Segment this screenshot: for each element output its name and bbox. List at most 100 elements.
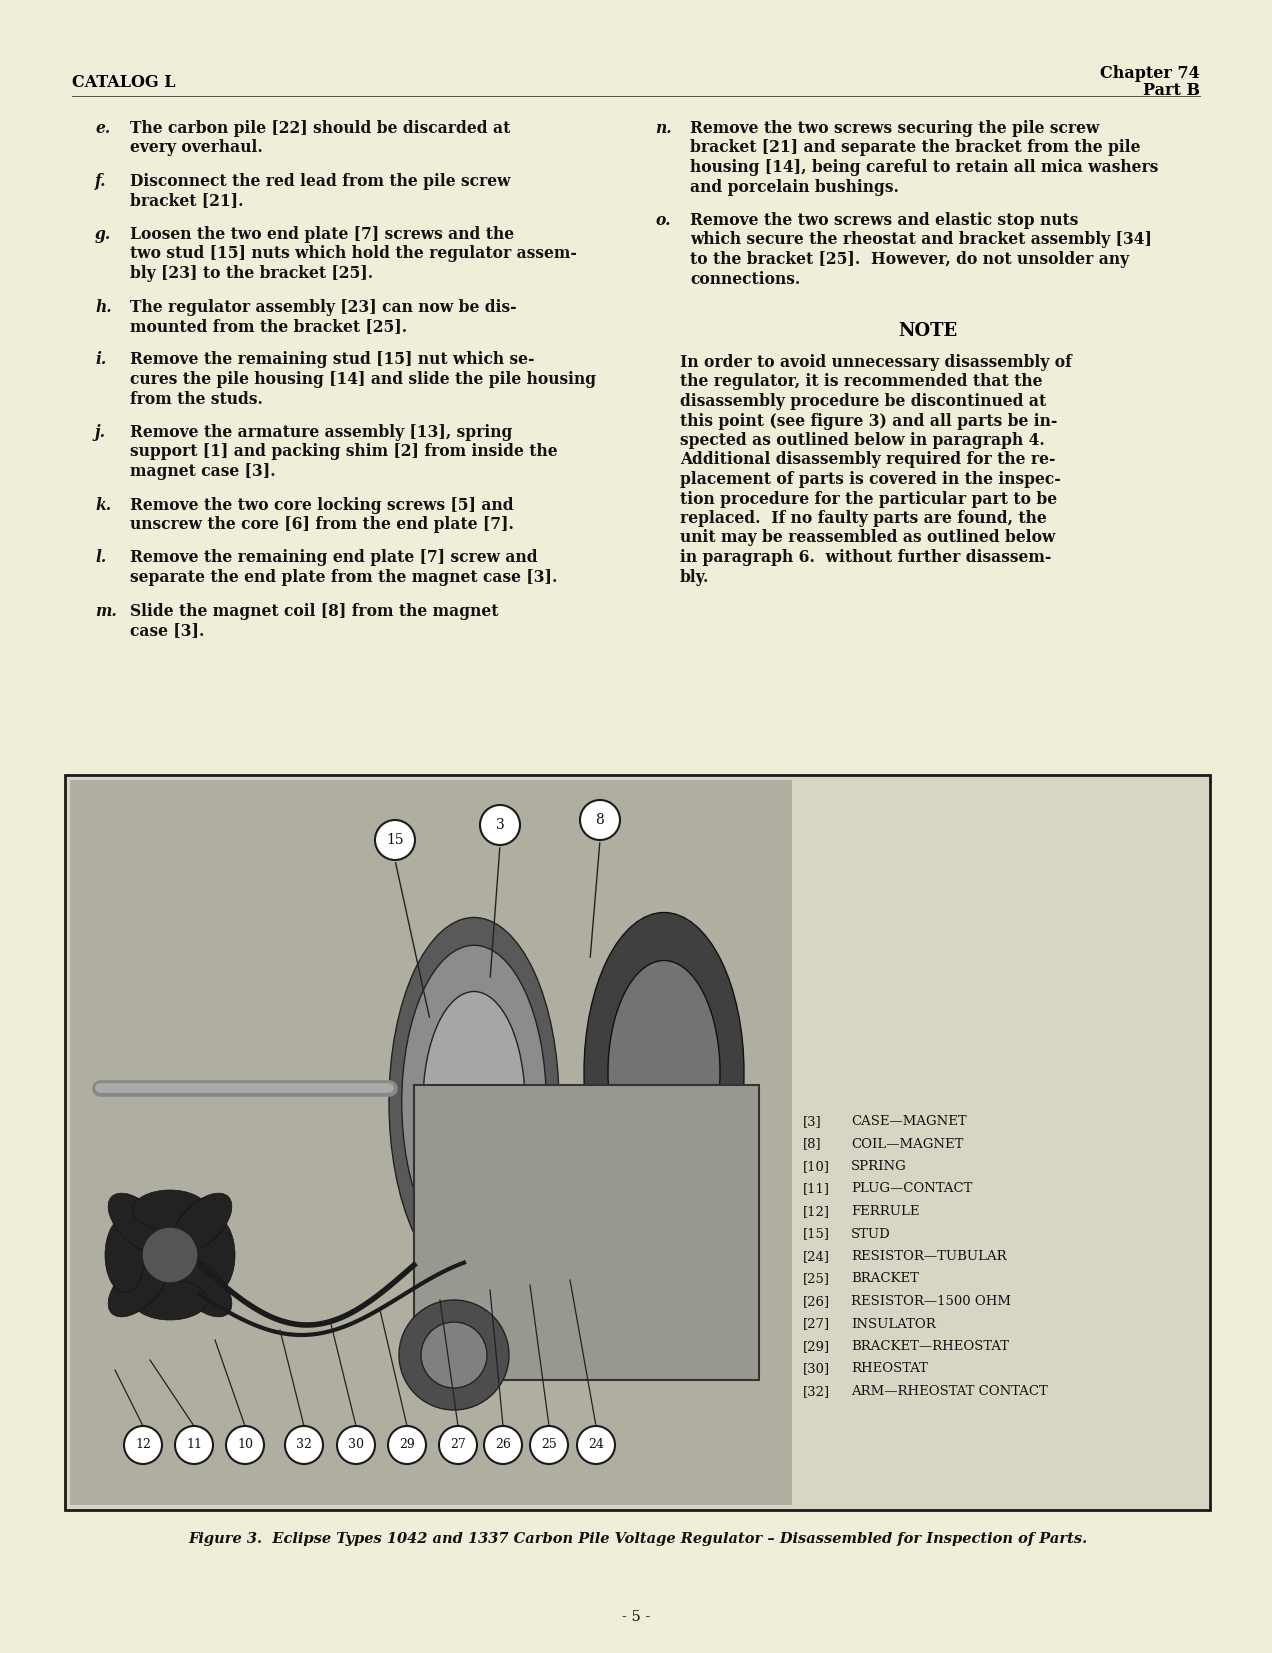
Text: ARM—RHEOSTAT CONTACT: ARM—RHEOSTAT CONTACT bbox=[851, 1385, 1048, 1398]
Text: 11: 11 bbox=[186, 1438, 202, 1451]
Ellipse shape bbox=[132, 1190, 207, 1230]
Text: housing [14], being careful to retain all mica washers: housing [14], being careful to retain al… bbox=[689, 159, 1159, 175]
Circle shape bbox=[580, 800, 619, 840]
Text: tion procedure for the particular part to be: tion procedure for the particular part t… bbox=[681, 491, 1057, 507]
Circle shape bbox=[337, 1427, 375, 1465]
Text: case [3].: case [3]. bbox=[130, 622, 205, 640]
Text: bly [23] to the bracket [25].: bly [23] to the bracket [25]. bbox=[130, 264, 373, 283]
Text: [11]: [11] bbox=[803, 1182, 831, 1195]
Text: [32]: [32] bbox=[803, 1385, 831, 1398]
Ellipse shape bbox=[108, 1256, 168, 1317]
Text: Remove the two core locking screws [5] and: Remove the two core locking screws [5] a… bbox=[130, 496, 514, 514]
Text: Remove the remaining end plate [7] screw and: Remove the remaining end plate [7] screw… bbox=[130, 549, 538, 567]
Circle shape bbox=[480, 805, 520, 845]
Text: every overhaul.: every overhaul. bbox=[130, 139, 263, 157]
Ellipse shape bbox=[402, 946, 546, 1260]
Text: i.: i. bbox=[95, 352, 107, 369]
Text: SPRING: SPRING bbox=[851, 1160, 907, 1174]
Text: 25: 25 bbox=[541, 1438, 557, 1451]
Text: CATALOG L: CATALOG L bbox=[73, 74, 176, 91]
Text: NOTE: NOTE bbox=[898, 322, 957, 341]
Text: - 5 -: - 5 - bbox=[622, 1610, 650, 1623]
Ellipse shape bbox=[584, 912, 744, 1233]
Text: l.: l. bbox=[95, 549, 107, 567]
Text: k.: k. bbox=[95, 496, 111, 514]
Text: n.: n. bbox=[655, 121, 672, 137]
Text: disassembly procedure be discontinued at: disassembly procedure be discontinued at bbox=[681, 393, 1047, 410]
Text: Remove the two screws securing the pile screw: Remove the two screws securing the pile … bbox=[689, 121, 1099, 137]
Text: In order to avoid unnecessary disassembly of: In order to avoid unnecessary disassembl… bbox=[681, 354, 1072, 370]
Text: Additional disassembly required for the re-: Additional disassembly required for the … bbox=[681, 451, 1056, 468]
Text: Figure 3.  Eclipse Types 1042 and 1337 Carbon Pile Voltage Regulator – Disassemb: Figure 3. Eclipse Types 1042 and 1337 Ca… bbox=[188, 1532, 1088, 1546]
Text: RESISTOR—TUBULAR: RESISTOR—TUBULAR bbox=[851, 1250, 1006, 1263]
Text: spected as outlined below in paragraph 4.: spected as outlined below in paragraph 4… bbox=[681, 431, 1044, 450]
Text: unit may be reassembled as outlined below: unit may be reassembled as outlined belo… bbox=[681, 529, 1056, 547]
Text: this point (see figure 3) and all parts be in-: this point (see figure 3) and all parts … bbox=[681, 413, 1057, 430]
Text: j.: j. bbox=[95, 425, 106, 441]
Text: Remove the armature assembly [13], spring: Remove the armature assembly [13], sprin… bbox=[130, 425, 513, 441]
Ellipse shape bbox=[172, 1256, 232, 1317]
Text: unscrew the core [6] from the end plate [7].: unscrew the core [6] from the end plate … bbox=[130, 516, 514, 532]
Text: The regulator assembly [23] can now be dis-: The regulator assembly [23] can now be d… bbox=[130, 299, 516, 316]
Text: Chapter 74: Chapter 74 bbox=[1100, 64, 1199, 83]
Text: 27: 27 bbox=[450, 1438, 466, 1451]
Text: [8]: [8] bbox=[803, 1137, 822, 1150]
Text: Remove the two screws and elastic stop nuts: Remove the two screws and elastic stop n… bbox=[689, 212, 1079, 230]
Bar bbox=[413, 1084, 759, 1380]
Text: Disconnect the red lead from the pile screw: Disconnect the red lead from the pile sc… bbox=[130, 174, 510, 190]
Text: BRACKET—RHEOSTAT: BRACKET—RHEOSTAT bbox=[851, 1341, 1009, 1354]
Text: magnet case [3].: magnet case [3]. bbox=[130, 463, 276, 479]
Text: RHEOSTAT: RHEOSTAT bbox=[851, 1362, 927, 1375]
Text: [3]: [3] bbox=[803, 1116, 822, 1127]
Circle shape bbox=[285, 1427, 323, 1465]
Text: [30]: [30] bbox=[803, 1362, 831, 1375]
Text: INSULATOR: INSULATOR bbox=[851, 1317, 936, 1331]
Circle shape bbox=[176, 1427, 212, 1465]
Circle shape bbox=[226, 1427, 265, 1465]
Text: two stud [15] nuts which hold the regulator assem-: two stud [15] nuts which hold the regula… bbox=[130, 246, 577, 263]
Circle shape bbox=[123, 1427, 162, 1465]
Text: placement of parts is covered in the inspec-: placement of parts is covered in the ins… bbox=[681, 471, 1061, 488]
Text: bly.: bly. bbox=[681, 569, 710, 585]
Text: Part B: Part B bbox=[1144, 83, 1199, 99]
Text: support [1] and packing shim [2] from inside the: support [1] and packing shim [2] from in… bbox=[130, 443, 557, 461]
Text: Remove the remaining stud [15] nut which se-: Remove the remaining stud [15] nut which… bbox=[130, 352, 534, 369]
Text: CASE—MAGNET: CASE—MAGNET bbox=[851, 1116, 967, 1127]
Text: 29: 29 bbox=[399, 1438, 415, 1451]
Text: The carbon pile [22] should be discarded at: The carbon pile [22] should be discarded… bbox=[130, 121, 510, 137]
Text: cures the pile housing [14] and slide the pile housing: cures the pile housing [14] and slide th… bbox=[130, 370, 597, 388]
Bar bbox=[65, 775, 1210, 1509]
Text: 8: 8 bbox=[595, 813, 604, 826]
Ellipse shape bbox=[421, 1322, 487, 1389]
Ellipse shape bbox=[132, 1279, 207, 1321]
Ellipse shape bbox=[608, 960, 720, 1185]
Text: to the bracket [25].  However, do not unsolder any: to the bracket [25]. However, do not uns… bbox=[689, 251, 1130, 268]
Circle shape bbox=[577, 1427, 614, 1465]
Ellipse shape bbox=[389, 917, 558, 1288]
Text: replaced.  If no faulty parts are found, the: replaced. If no faulty parts are found, … bbox=[681, 511, 1047, 527]
Circle shape bbox=[142, 1227, 198, 1283]
Text: [25]: [25] bbox=[803, 1273, 831, 1286]
Text: 3: 3 bbox=[496, 818, 505, 831]
Text: o.: o. bbox=[655, 212, 670, 230]
Text: separate the end plate from the magnet case [3].: separate the end plate from the magnet c… bbox=[130, 569, 557, 587]
Text: 30: 30 bbox=[349, 1438, 364, 1451]
Ellipse shape bbox=[106, 1218, 145, 1293]
Text: bracket [21] and separate the bracket from the pile: bracket [21] and separate the bracket fr… bbox=[689, 139, 1141, 157]
Text: in paragraph 6.  without further disassem-: in paragraph 6. without further disassem… bbox=[681, 549, 1052, 565]
Text: g.: g. bbox=[95, 226, 111, 243]
Circle shape bbox=[375, 820, 415, 860]
Circle shape bbox=[485, 1427, 522, 1465]
Text: [12]: [12] bbox=[803, 1205, 831, 1218]
Ellipse shape bbox=[108, 1193, 168, 1253]
Text: 32: 32 bbox=[296, 1438, 312, 1451]
Text: PLUG—CONTACT: PLUG—CONTACT bbox=[851, 1182, 972, 1195]
Text: f.: f. bbox=[95, 174, 107, 190]
Text: which secure the rheostat and bracket assembly [34]: which secure the rheostat and bracket as… bbox=[689, 231, 1152, 248]
Text: h.: h. bbox=[95, 299, 112, 316]
Text: 15: 15 bbox=[387, 833, 403, 846]
Text: [27]: [27] bbox=[803, 1317, 831, 1331]
Text: bracket [21].: bracket [21]. bbox=[130, 192, 243, 210]
Text: [29]: [29] bbox=[803, 1341, 831, 1354]
Text: STUD: STUD bbox=[851, 1228, 890, 1240]
